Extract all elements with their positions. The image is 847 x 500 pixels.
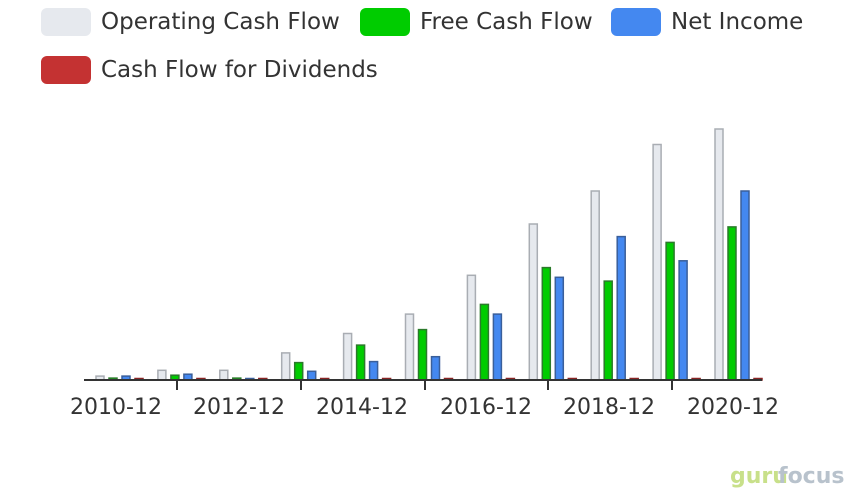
- x-tick-label: 2012-12: [193, 395, 285, 420]
- bar-free-cash-flow-2016-12[interactable]: [479, 303, 490, 381]
- bars-group: [95, 128, 763, 381]
- bar-operating-cash-flow-2016-12[interactable]: [466, 274, 477, 381]
- legend-label: Operating Cash Flow: [101, 9, 340, 35]
- bar-free-cash-flow-2015-12[interactable]: [417, 328, 428, 381]
- watermark-focus: focus: [778, 464, 844, 489]
- bar-operating-cash-flow-2014-12[interactable]: [342, 332, 353, 381]
- bar-free-cash-flow-2013-12[interactable]: [293, 361, 304, 381]
- legend-label: Net Income: [671, 9, 804, 35]
- bar-operating-cash-flow-2011-12[interactable]: [157, 369, 167, 381]
- bar-free-cash-flow-2018-12[interactable]: [603, 280, 613, 381]
- legend-swatch: [611, 8, 661, 36]
- legend-label: Free Cash Flow: [420, 9, 593, 35]
- x-tick-label: 2010-12: [70, 395, 162, 420]
- bar-net-income-2015-12[interactable]: [430, 355, 441, 381]
- x-tick-label: 2018-12: [563, 395, 655, 420]
- bar-free-cash-flow-2017-12[interactable]: [541, 266, 552, 381]
- legend-item-cash-flow-for-dividends[interactable]: Cash Flow for Dividends: [41, 56, 378, 84]
- bar-net-income-2017-12[interactable]: [554, 276, 565, 381]
- legend-swatch: [41, 8, 91, 36]
- bar-net-income-2020-12[interactable]: [740, 190, 750, 381]
- legend-item-operating-cash-flow[interactable]: Operating Cash Flow: [41, 8, 340, 36]
- bar-net-income-2013-12[interactable]: [306, 370, 317, 381]
- bar-operating-cash-flow-2012-12[interactable]: [219, 369, 229, 381]
- bar-net-income-2016-12[interactable]: [492, 313, 503, 381]
- bar-free-cash-flow-2014-12[interactable]: [355, 344, 366, 381]
- bar-operating-cash-flow-2019-12[interactable]: [652, 143, 662, 381]
- bar-net-income-2018-12[interactable]: [616, 235, 626, 381]
- x-tick-label: 2016-12: [440, 395, 532, 420]
- legend-swatch: [360, 8, 410, 36]
- legend-label: Cash Flow for Dividends: [101, 57, 378, 83]
- bar-net-income-2014-12[interactable]: [368, 360, 379, 381]
- bar-operating-cash-flow-2018-12[interactable]: [590, 190, 600, 381]
- x-tick-label: 2014-12: [316, 395, 408, 420]
- bar-operating-cash-flow-2013-12[interactable]: [280, 352, 291, 381]
- legend-swatch: [41, 56, 91, 84]
- bar-free-cash-flow-2019-12[interactable]: [665, 241, 675, 381]
- legend-item-free-cash-flow[interactable]: Free Cash Flow: [360, 8, 593, 36]
- x-tick-label: 2020-12: [687, 395, 779, 420]
- bar-operating-cash-flow-2017-12[interactable]: [528, 223, 539, 381]
- watermark-logo: guru focus: [730, 464, 844, 489]
- legend-item-net-income[interactable]: Net Income: [611, 8, 803, 36]
- watermark-guru: guru: [730, 464, 788, 489]
- bar-operating-cash-flow-2020-12[interactable]: [714, 128, 724, 381]
- bar-operating-cash-flow-2015-12[interactable]: [404, 313, 415, 381]
- bar-free-cash-flow-2020-12[interactable]: [727, 226, 737, 381]
- bar-net-income-2019-12[interactable]: [678, 260, 688, 381]
- x-axis-ticks: 2010-12 2012-12 2014-12 2016-12 2018-12 2020-…: [70, 380, 779, 420]
